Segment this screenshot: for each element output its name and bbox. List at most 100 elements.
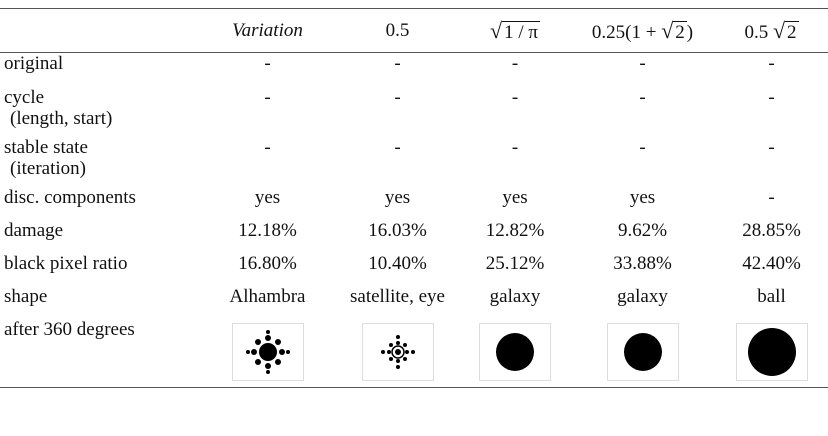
cell: galaxy [617, 285, 668, 307]
cell: - [511, 136, 519, 158]
cell: 42.40% [742, 252, 801, 274]
blob [285, 349, 290, 354]
thumbnail [606, 322, 679, 381]
blob [395, 334, 400, 339]
cell: - [639, 86, 646, 108]
blob [395, 340, 400, 345]
cell: - [511, 53, 519, 74]
label-text: after 360 degrees [4, 318, 135, 340]
blob [747, 327, 796, 376]
results-table: Variation 0.5 √ 1 / π 0.25(1 + √ 2) 0.5 √ 2 ori… [0, 8, 828, 388]
cell: - [768, 86, 775, 108]
sub-label: (iteration) [10, 157, 86, 179]
blob [264, 362, 271, 369]
cell: - [264, 136, 271, 158]
cell: 9.62% [617, 219, 668, 241]
blob [386, 349, 391, 354]
sub-label: (length, start) [10, 107, 113, 129]
cell: galaxy [489, 285, 541, 307]
header-cell [0, 9, 200, 53]
table-row: cycle (length, start) - - - - - [0, 87, 828, 137]
label-text: original [4, 53, 64, 74]
blob [388, 342, 393, 347]
blob [274, 338, 281, 345]
blob [265, 329, 270, 334]
blob [395, 364, 400, 369]
blob [410, 349, 415, 354]
cell: - [639, 53, 646, 74]
table-row: shape Alhambra satellite, eye galaxy galaxy b… [0, 286, 828, 319]
radical-sign: √ [772, 17, 786, 43]
header-cell: 0.25(1 + √ 2) [570, 9, 715, 53]
cell: yes [629, 186, 656, 208]
image-cell [200, 319, 335, 388]
row-label: black pixel ratio [0, 253, 200, 286]
cell: yes [384, 186, 411, 208]
header-text: 0.5 [385, 19, 410, 41]
label-text: stable state [4, 136, 88, 158]
table-row: original - - - - - [0, 53, 828, 87]
ring [390, 344, 405, 359]
blob [394, 348, 401, 355]
cell: 28.85% [742, 219, 801, 241]
row-label: stable state (iteration) [0, 137, 200, 187]
cell: - [394, 136, 401, 158]
blob [402, 356, 407, 361]
table-body: original - - - - - cycle (length, start) - - - - - st… [0, 53, 828, 388]
radical-sign: √ [490, 17, 503, 43]
table-row: stable state (iteration) - - - - - [0, 137, 828, 187]
blob [258, 342, 277, 361]
thumbnail [361, 322, 434, 381]
thumbnail [479, 322, 551, 381]
label-text: damage [4, 219, 64, 241]
blob [265, 369, 270, 374]
label-text: black pixel ratio [4, 252, 128, 274]
blob [623, 332, 662, 371]
cell: satellite, eye [350, 285, 445, 307]
row-label: disc. components [0, 187, 200, 220]
table-row: disc. components yes yes yes yes - [0, 187, 828, 220]
radicand: 2 [673, 20, 687, 43]
cell: ball [757, 285, 786, 307]
header-cell: 0.5 √ 2 [715, 9, 828, 53]
cell: 12.18% [238, 219, 297, 241]
cell: - [394, 53, 401, 74]
cell: 16.80% [238, 252, 297, 274]
blob [402, 342, 407, 347]
cell: yes [254, 186, 281, 208]
row-label: cycle (length, start) [0, 87, 200, 137]
cell: - [768, 136, 775, 158]
blob [250, 348, 257, 355]
row-label: shape [0, 286, 200, 319]
row-label: original [0, 53, 200, 87]
blob [264, 334, 271, 341]
label-text: shape [4, 285, 48, 307]
thumbnail [735, 322, 808, 381]
table-row: damage 12.18% 16.03% 12.82% 9.62% 28.85% [0, 220, 828, 253]
row-label: damage [0, 220, 200, 253]
cell: - [511, 86, 519, 108]
header-cell: √ 1 / π [460, 9, 570, 53]
label-text: cycle [4, 86, 45, 108]
table-row: after 360 degrees [0, 319, 828, 388]
blob [278, 348, 285, 355]
table-header: Variation 0.5 √ 1 / π 0.25(1 + √ 2) 0.5 √ 2 [0, 8, 828, 53]
radical-sign: √ [661, 17, 674, 43]
blob [254, 338, 261, 345]
cell: 12.82% [485, 219, 545, 241]
header-cell: Variation [200, 9, 335, 53]
row-label: after 360 degrees [0, 319, 200, 388]
blob [388, 356, 393, 361]
radicand: 1 / π [502, 20, 540, 43]
cell: yes [502, 186, 528, 208]
blob [404, 349, 409, 354]
cell: 25.12% [485, 252, 545, 274]
cell: Alhambra [229, 285, 306, 307]
image-cell [460, 319, 570, 388]
header-row: Variation 0.5 √ 1 / π 0.25(1 + √ 2) 0.5 √ 2 [0, 8, 828, 53]
cell: 33.88% [613, 252, 672, 274]
table-row: black pixel ratio 16.80% 10.40% 25.12% 33.88… [0, 253, 828, 286]
label-text: disc. components [4, 186, 136, 208]
radicand: 2 [785, 20, 799, 43]
